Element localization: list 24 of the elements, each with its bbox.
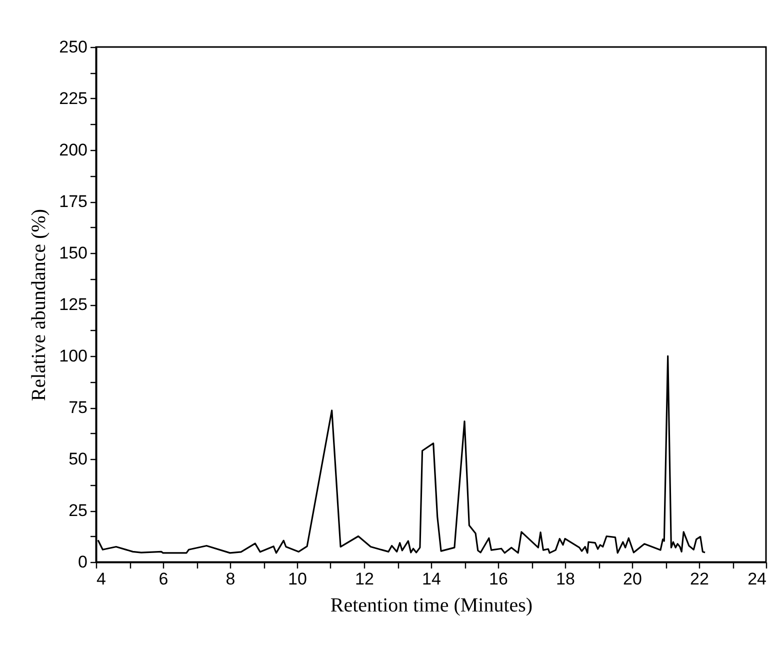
x-tick-label: 18 — [556, 570, 575, 588]
y-tick-label: 225 — [59, 89, 88, 108]
y-tick-label: 250 — [59, 38, 88, 56]
y-tick-label: 125 — [59, 295, 88, 314]
x-tick-label: 20 — [623, 570, 642, 588]
y-axis-title: Relative abundance (%) — [28, 208, 50, 402]
x-tick-label: 14 — [422, 570, 441, 588]
x-tick-label: 8 — [226, 570, 236, 588]
x-tick-label: 22 — [690, 570, 709, 588]
y-tick-label: 0 — [78, 552, 88, 572]
y-tick-label: 150 — [59, 244, 88, 262]
y-tick-label: 25 — [68, 501, 88, 520]
x-tick-label: 24 — [748, 570, 766, 588]
y-tick-label: 75 — [68, 398, 88, 417]
x-tick-label: 4 — [96, 570, 106, 588]
x-tick-label: 6 — [158, 570, 168, 588]
y-tick-label: 50 — [68, 450, 88, 468]
x-tick-label: 10 — [288, 570, 307, 588]
x-tick-label: 12 — [355, 570, 374, 588]
y-tick-label: 175 — [59, 192, 88, 211]
y-tick-label: 100 — [59, 346, 88, 366]
y-tick-label: 200 — [59, 140, 88, 160]
x-axis-title: Retention time (Minutes) — [330, 594, 533, 616]
x-tick-label: 16 — [489, 570, 508, 588]
